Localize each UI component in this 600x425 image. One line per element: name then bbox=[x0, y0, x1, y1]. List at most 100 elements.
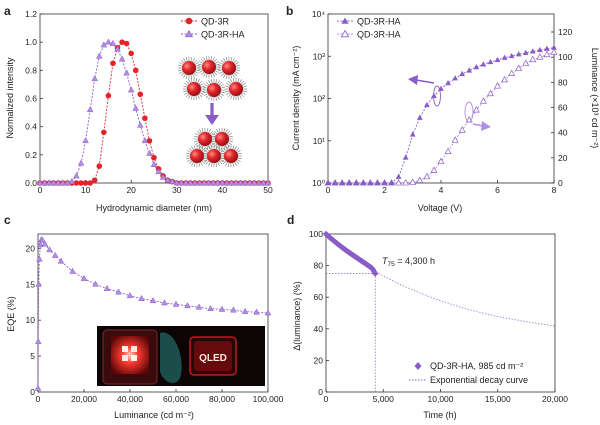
data-point-current-density bbox=[522, 49, 529, 55]
data-point-qd3r bbox=[82, 180, 89, 186]
inset-glove bbox=[160, 332, 182, 383]
indicator-arrowhead-left bbox=[408, 75, 418, 85]
data-point-qd3r-ha bbox=[223, 179, 231, 186]
ligand-hair bbox=[240, 80, 245, 85]
data-point-luminance bbox=[451, 136, 459, 143]
quantum-dot-sphere bbox=[187, 82, 201, 96]
data-point-qd3r-ha bbox=[36, 179, 44, 186]
ligand-hair bbox=[198, 63, 203, 66]
ligand-hair bbox=[210, 145, 213, 150]
data-point-luminance bbox=[423, 172, 431, 180]
t75-subscript: 75 bbox=[388, 261, 396, 268]
ligand-hair bbox=[185, 57, 188, 62]
y-tick-label: 40 bbox=[314, 324, 324, 334]
ligand-hair bbox=[212, 72, 215, 77]
ligand-hair bbox=[220, 86, 225, 89]
ligand-hair bbox=[221, 150, 226, 153]
y-tick-label: 10¹ bbox=[313, 136, 325, 146]
data-point-current-density bbox=[487, 58, 494, 65]
data-point-qd3r-ha bbox=[105, 38, 112, 45]
legend-label-current: QD-3R-HA bbox=[357, 17, 401, 27]
ligand-hair bbox=[190, 57, 193, 62]
ligand-hair bbox=[206, 145, 209, 150]
data-point-current-density bbox=[494, 56, 501, 62]
data-point-eqe bbox=[253, 308, 260, 315]
data-point-eqe bbox=[115, 288, 122, 295]
data-point-current-density bbox=[515, 51, 522, 57]
data-point-current-density bbox=[529, 48, 536, 54]
ligand-hair bbox=[218, 160, 223, 165]
data-point-qd3r-ha bbox=[86, 106, 94, 113]
data-point-current-density bbox=[402, 154, 409, 160]
ligand-hair bbox=[200, 71, 205, 76]
data-point-eqe bbox=[57, 257, 65, 264]
x-tick-label: 0 bbox=[326, 185, 331, 195]
data-point-current-density bbox=[459, 70, 466, 77]
ligand-hair bbox=[220, 72, 225, 77]
quantum-dot-sphere bbox=[182, 61, 196, 75]
ligand-hair bbox=[225, 161, 228, 166]
ligand-hair bbox=[234, 146, 237, 151]
ligand-hair bbox=[194, 71, 199, 74]
ligand-hair bbox=[212, 133, 217, 136]
data-point-eqe bbox=[36, 255, 43, 262]
ligand-hair bbox=[199, 70, 204, 73]
panel-d-axes: 0 5,000 10,000 15,000 20,000 0 20 40 60 80 100 bbox=[309, 229, 568, 404]
ligand-hair bbox=[227, 80, 232, 85]
y-tick-label: 10³ bbox=[313, 51, 325, 61]
y-tick-label: 0.8 bbox=[25, 65, 37, 75]
data-point-current-density bbox=[353, 179, 360, 186]
data-point-qd3r bbox=[119, 39, 125, 45]
ligand-hair bbox=[219, 84, 224, 87]
x-tick-label: 100,000 bbox=[253, 394, 284, 404]
x-tick-label: 0 bbox=[324, 394, 329, 404]
panel-a-ylabel: Normalized intensity bbox=[5, 57, 15, 139]
qd-assembled-3 bbox=[185, 144, 209, 168]
data-point-current-density bbox=[381, 179, 388, 186]
ligand-hair bbox=[223, 73, 226, 78]
ligand-hair bbox=[208, 129, 211, 134]
ligand-hair bbox=[205, 81, 210, 86]
ligand-hair bbox=[234, 62, 239, 65]
data-point-qd3r-ha bbox=[187, 179, 194, 186]
quantum-dot-sphere bbox=[215, 132, 229, 146]
ligand-hair bbox=[236, 150, 241, 153]
y-right-tick-label: 120 bbox=[558, 27, 572, 37]
ligand-hair bbox=[215, 79, 218, 84]
axis-indicator-right bbox=[464, 101, 491, 131]
ligand-hair bbox=[210, 73, 213, 78]
data-point-current-density bbox=[339, 179, 346, 186]
ligand-hair bbox=[196, 130, 201, 135]
x-tick-label: 4 bbox=[439, 185, 444, 195]
ligand-hair bbox=[223, 145, 226, 150]
data-point-eqe bbox=[184, 302, 191, 309]
ligand-hair bbox=[212, 142, 217, 145]
ligand-hair bbox=[232, 162, 235, 167]
ligand-hair bbox=[230, 74, 233, 79]
ligand-hair bbox=[208, 144, 211, 149]
data-point-current-density bbox=[445, 80, 451, 86]
ligand-hair bbox=[194, 140, 199, 143]
inset-device-glow bbox=[111, 336, 149, 374]
qd-separate-4 bbox=[182, 77, 206, 101]
data-point-qd3r bbox=[128, 50, 134, 57]
data-point-current-density bbox=[409, 131, 416, 137]
data-point-qd3r-ha bbox=[132, 104, 140, 111]
data-point-qd3r-ha bbox=[200, 179, 208, 186]
data-point-luminance bbox=[486, 89, 494, 97]
ligand-hair bbox=[218, 145, 221, 150]
data-point-qd3r-ha bbox=[164, 176, 171, 183]
x-tick-label: 8 bbox=[552, 185, 557, 195]
panel-b-legend: QD-3R-HA QD-3R-HA bbox=[337, 17, 401, 40]
data-point-luminance bbox=[543, 50, 551, 58]
data-point-current-density bbox=[480, 61, 487, 67]
ligand-hair bbox=[198, 80, 203, 85]
ligand-hair bbox=[219, 159, 224, 162]
ligand-hair bbox=[227, 133, 232, 136]
ligand-hair bbox=[232, 78, 235, 83]
y-right-tick-label: 40 bbox=[558, 128, 568, 138]
y-tick-label: 0 bbox=[30, 387, 35, 397]
ligand-hair bbox=[214, 70, 219, 73]
t75-value: = 4,300 h bbox=[395, 256, 435, 266]
ligand-hair bbox=[196, 143, 201, 148]
